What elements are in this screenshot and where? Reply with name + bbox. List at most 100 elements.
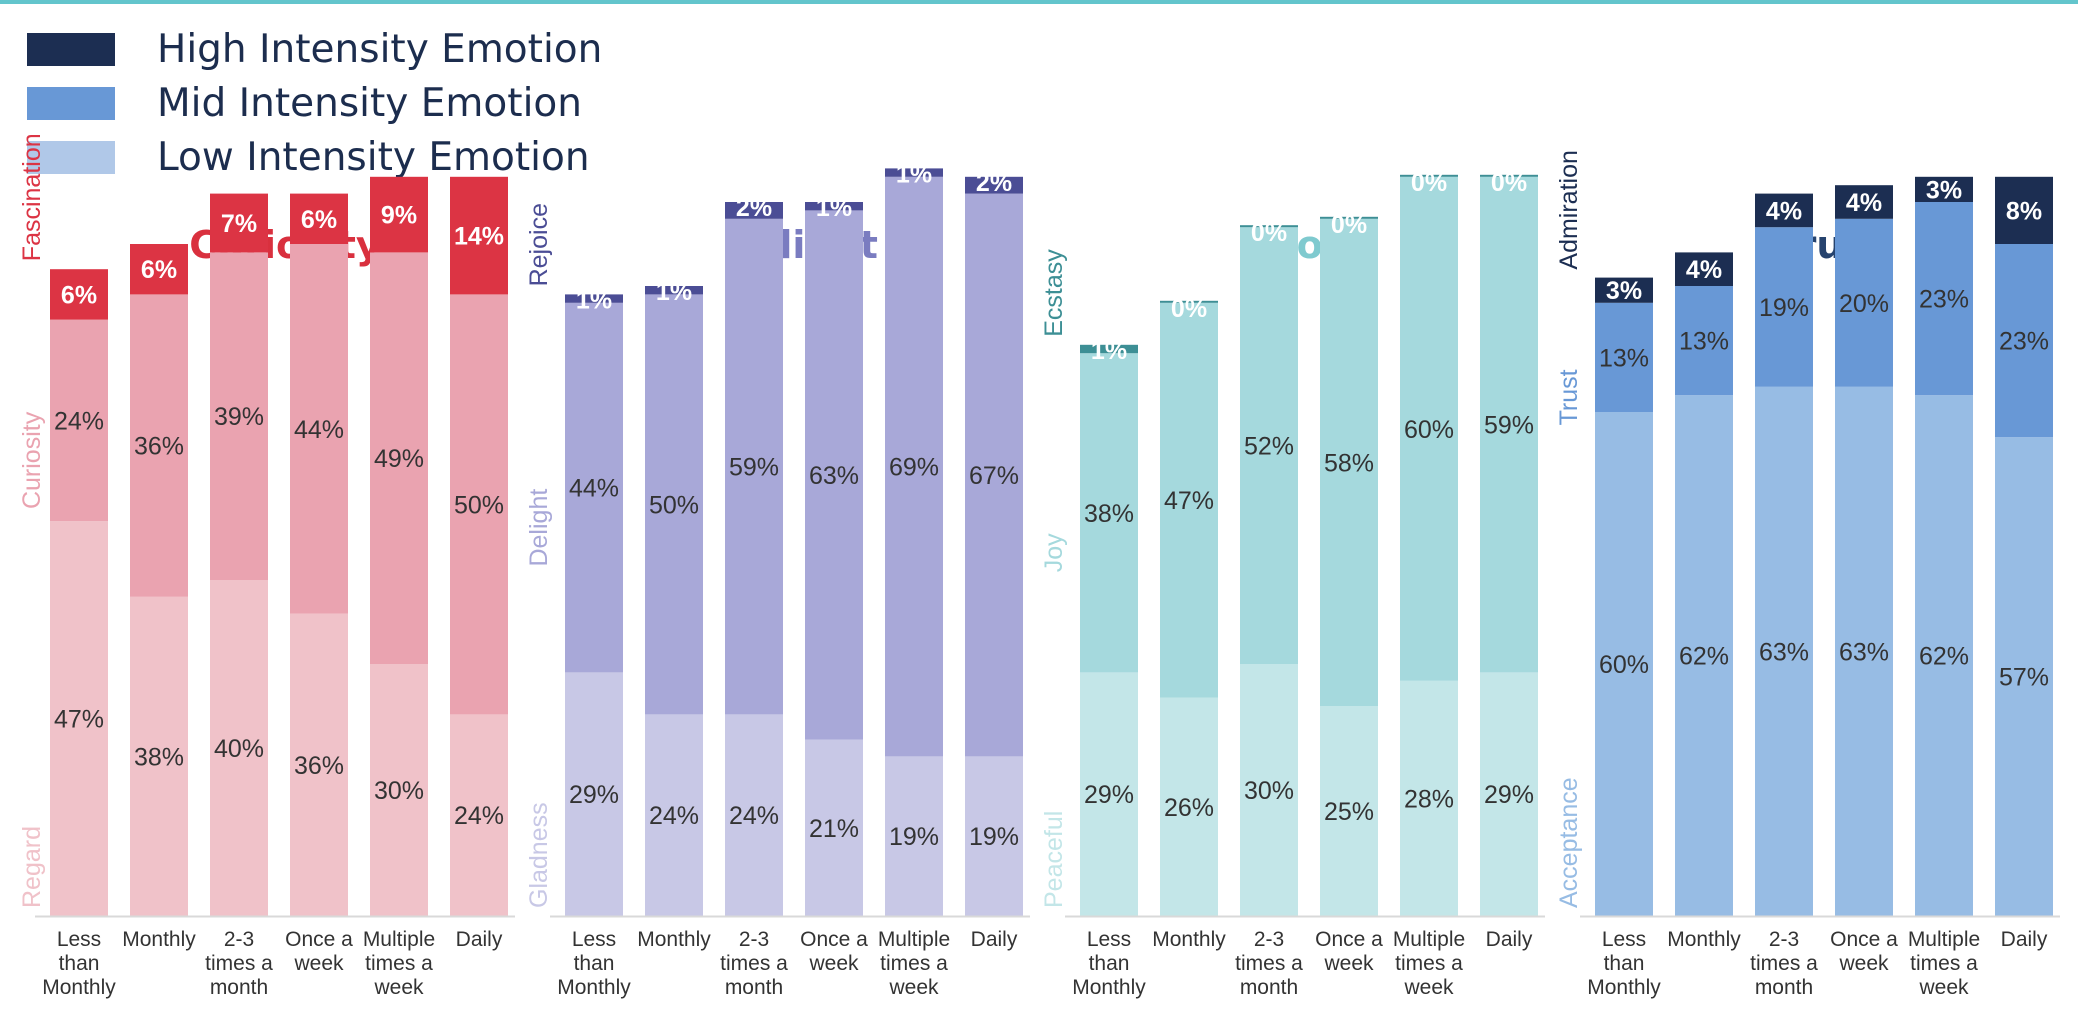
data-label-low: 19% — [969, 823, 1019, 851]
bar-segment-low — [1595, 412, 1653, 916]
data-label-mid: 19% — [1759, 294, 1809, 322]
data-label-mid: 52% — [1244, 433, 1294, 461]
bar-segment-high — [450, 176, 508, 295]
bar-segment-high — [1995, 176, 2053, 244]
data-label-high: 0% — [1331, 211, 1367, 239]
series-side-label-mid: Delight — [525, 489, 553, 567]
x-tick-label: Monthly — [637, 928, 711, 951]
data-label-low: 24% — [649, 802, 699, 830]
data-label-mid: 13% — [1599, 344, 1649, 372]
data-label-low: 24% — [454, 802, 504, 830]
data-label-high: 4% — [1686, 256, 1722, 284]
data-label-high: 4% — [1846, 189, 1882, 217]
data-label-high: 0% — [1491, 169, 1527, 197]
bar-segment-low — [1675, 395, 1733, 916]
x-tick-label: Less than Monthly — [42, 928, 116, 999]
bar-segment-mid — [290, 244, 348, 614]
bar-segment-mid — [130, 294, 188, 597]
data-label-mid: 36% — [134, 433, 184, 461]
data-label-high: 1% — [576, 286, 612, 314]
bar-segment-high — [1480, 174, 1538, 177]
x-tick-label: 2-3 times a month — [205, 928, 273, 999]
bar-segment-low — [725, 714, 783, 916]
data-label-low: 36% — [294, 752, 344, 780]
series-side-label-low: Gladness — [525, 802, 553, 908]
data-label-mid: 23% — [1999, 328, 2049, 356]
bar-segment-mid — [210, 252, 268, 580]
data-label-low: 28% — [1404, 785, 1454, 813]
bar-segment-low — [50, 521, 108, 916]
bar-segment-low — [1480, 672, 1538, 916]
data-label-mid: 69% — [889, 454, 939, 482]
data-label-low: 29% — [569, 781, 619, 809]
x-tick-label: Once a week — [800, 928, 868, 975]
bar-segment-mid — [565, 302, 623, 673]
legend-label-high: High Intensity Emotion — [157, 26, 603, 72]
bar-segment-high — [805, 202, 863, 211]
bar-segment-mid — [1595, 302, 1653, 412]
x-tick-label: Less than Monthly — [557, 928, 631, 999]
data-label-high: 1% — [1091, 337, 1127, 365]
bar-segment-high — [130, 244, 188, 295]
bar-segment-mid — [645, 294, 703, 715]
bar-segment-high — [1915, 176, 1973, 202]
data-label-low: 26% — [1164, 794, 1214, 822]
x-tick-label: Less than Monthly — [1072, 928, 1146, 999]
chart-joy: Joy 29% 38% 1% 26% 47% 0% 30% 52% 0% 25% 58% 0% 28% 60… — [1040, 169, 1545, 999]
bar-segment-high — [645, 286, 703, 295]
bar-segment-high — [725, 202, 783, 219]
x-tick-label: Once a week — [285, 928, 353, 975]
bar-segment-high — [1675, 252, 1733, 286]
data-label-mid: 47% — [1164, 487, 1214, 515]
series-side-label-high: Fascination — [18, 133, 46, 261]
data-label-mid: 58% — [1324, 449, 1374, 477]
bar-segment-mid — [370, 252, 428, 664]
x-tick-label: Multiple times a week — [1908, 928, 1980, 999]
data-label-low: 63% — [1759, 638, 1809, 666]
data-label-high: 1% — [816, 194, 852, 222]
data-label-low: 63% — [1839, 638, 1889, 666]
x-tick-label: Daily — [2001, 928, 2048, 951]
bar-segment-low — [1160, 697, 1218, 916]
legend: High Intensity Emotion Mid Intensity Emo… — [27, 22, 602, 184]
data-label-low: 40% — [214, 735, 264, 763]
data-label-mid: 13% — [1679, 328, 1729, 356]
data-label-low: 62% — [1919, 643, 1969, 671]
data-label-low: 19% — [889, 823, 939, 851]
series-side-label-low: Acceptance — [1555, 777, 1583, 908]
data-label-mid: 67% — [969, 462, 1019, 490]
bar-segment-low — [1080, 672, 1138, 916]
x-tick-label: Monthly — [1152, 928, 1226, 951]
data-label-low: 30% — [374, 777, 424, 805]
data-label-mid: 44% — [294, 416, 344, 444]
x-tick-label: Daily — [1486, 928, 1533, 951]
data-label-mid: 63% — [809, 462, 859, 490]
series-side-label-high: Admiration — [1555, 150, 1583, 270]
legend-label-low: Low Intensity Emotion — [157, 134, 590, 180]
data-label-low: 47% — [54, 706, 104, 734]
legend-item-high: High Intensity Emotion — [27, 22, 602, 76]
data-label-mid: 38% — [1084, 500, 1134, 528]
data-label-low: 38% — [134, 743, 184, 771]
data-label-low: 60% — [1599, 651, 1649, 679]
bar-segment-mid — [1995, 244, 2053, 438]
data-label-mid: 20% — [1839, 290, 1889, 318]
series-side-label-high: Ecstasy — [1040, 249, 1068, 337]
legend-label-mid: Mid Intensity Emotion — [157, 80, 582, 126]
bar-segment-mid — [1675, 286, 1733, 396]
x-tick-label: Multiple times a week — [878, 928, 950, 999]
bar-segment-mid — [1915, 202, 1973, 396]
bar-segment-high — [50, 269, 108, 320]
data-label-high: 0% — [1251, 219, 1287, 247]
data-label-mid: 50% — [649, 491, 699, 519]
bar-segment-low — [1915, 395, 1973, 916]
bar-segment-mid — [805, 210, 863, 740]
data-label-mid: 24% — [54, 407, 104, 435]
bar-segment-mid — [50, 319, 108, 522]
data-label-mid: 23% — [1919, 286, 1969, 314]
x-tick-label: Once a week — [1315, 928, 1383, 975]
bar-segment-mid — [1160, 302, 1218, 698]
data-label-high: 2% — [736, 194, 772, 222]
bar-segment-mid — [1480, 176, 1538, 673]
